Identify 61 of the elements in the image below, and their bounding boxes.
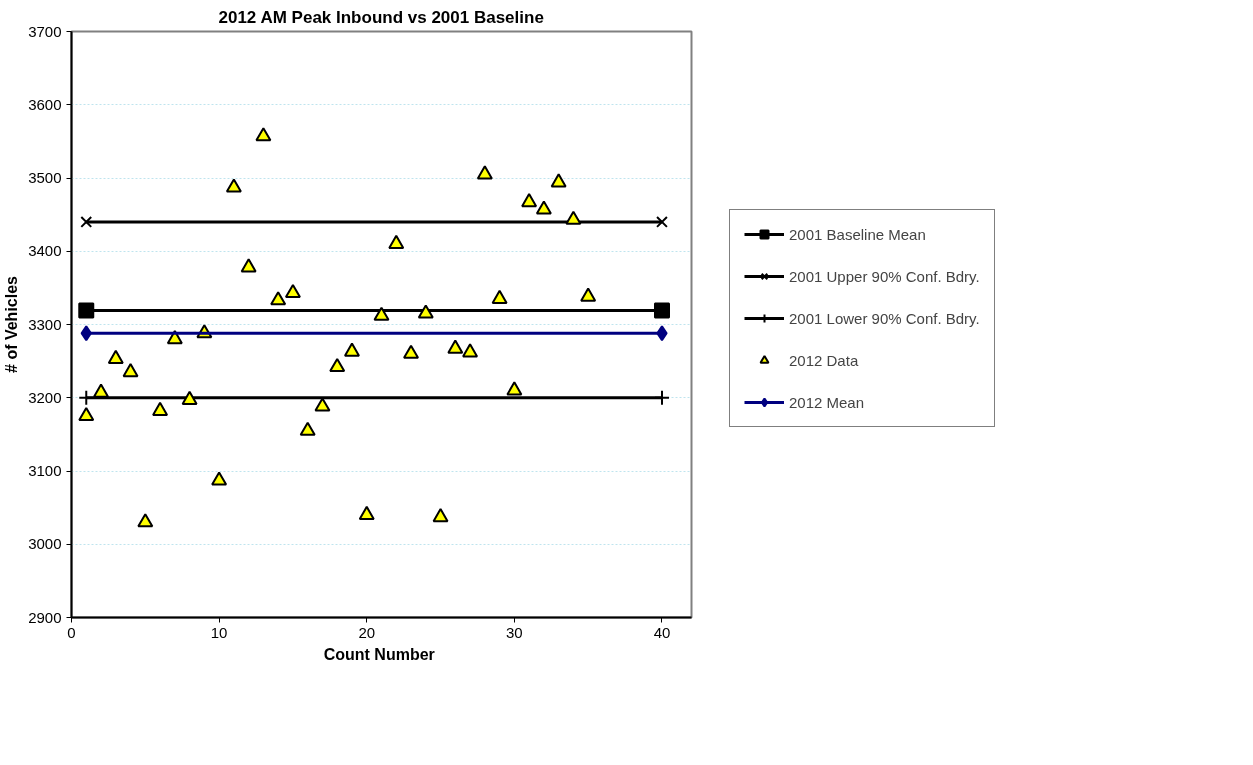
point — [656, 216, 668, 228]
point — [565, 210, 582, 225]
y-tick-label: 3000 — [28, 535, 62, 553]
point — [137, 513, 154, 528]
y-tick-label: 3100 — [28, 462, 62, 479]
point — [432, 508, 449, 523]
y-tick-label: 3600 — [28, 95, 62, 113]
point — [122, 363, 139, 378]
y-tick-label: 2900 — [28, 608, 62, 626]
legend-label: 2001 Baseline Mean — [789, 225, 926, 243]
point — [284, 283, 301, 299]
x-tick-label: 10 — [210, 623, 228, 641]
chart-title: 2012 AM Peak Inbound vs 2001 Baseline — [218, 7, 544, 27]
point — [314, 397, 331, 412]
point — [388, 234, 405, 249]
y-tick-label: 3700 — [28, 22, 62, 40]
point — [255, 127, 272, 142]
x-tick-label: 20 — [358, 623, 376, 641]
x-axis-title: Count Number — [323, 645, 435, 663]
point — [580, 287, 597, 302]
point — [240, 258, 257, 273]
point — [653, 302, 670, 319]
point — [373, 306, 390, 321]
point — [653, 389, 670, 406]
point — [211, 471, 228, 486]
point — [329, 357, 346, 373]
legend-label: 2001 Upper 90% Conf. Bdry. — [789, 267, 980, 285]
point — [343, 342, 360, 357]
point — [550, 173, 567, 188]
point — [270, 291, 287, 306]
point — [506, 381, 523, 396]
point — [476, 165, 493, 180]
legend-label: 2012 Data — [789, 351, 859, 369]
legend-label: 2012 Mean — [789, 393, 865, 411]
point — [225, 178, 242, 193]
x-tick-label: 0 — [67, 623, 76, 641]
point — [491, 289, 508, 304]
point — [299, 421, 316, 436]
legend-label: 2001 Lower 90% Conf. Bdry. — [789, 309, 980, 327]
y-tick-label: 3400 — [28, 242, 62, 260]
point — [358, 505, 375, 520]
point — [78, 302, 95, 319]
point — [403, 344, 420, 359]
point — [535, 200, 552, 215]
x-tick-label: 30 — [506, 623, 523, 641]
point — [521, 193, 538, 208]
point — [417, 304, 434, 319]
point — [80, 216, 93, 228]
point — [78, 389, 95, 406]
point — [107, 349, 124, 364]
y-tick-label: 3200 — [28, 388, 62, 406]
point — [78, 406, 95, 422]
y-tick-label: 3500 — [28, 169, 62, 186]
point — [447, 339, 464, 354]
y-tick-label: 3300 — [28, 315, 62, 333]
point — [152, 401, 169, 416]
y-axis-title: # of Vehicles — [3, 275, 21, 373]
point — [462, 343, 479, 358]
x-tick-label: 40 — [653, 623, 671, 641]
point — [93, 383, 110, 398]
point — [181, 390, 198, 405]
